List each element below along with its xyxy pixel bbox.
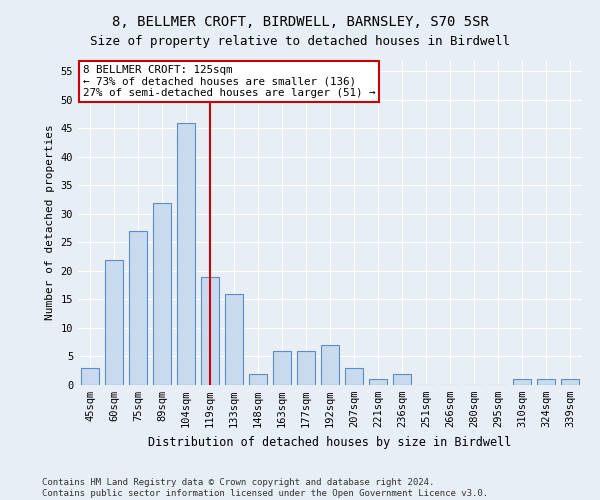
Bar <box>129 231 147 385</box>
Y-axis label: Number of detached properties: Number of detached properties <box>45 124 55 320</box>
Text: Size of property relative to detached houses in Birdwell: Size of property relative to detached ho… <box>90 35 510 48</box>
Bar <box>369 380 387 385</box>
Bar <box>81 368 99 385</box>
Bar <box>321 345 339 385</box>
Bar <box>561 380 579 385</box>
Bar <box>105 260 123 385</box>
Bar <box>393 374 411 385</box>
Bar <box>297 351 315 385</box>
Bar <box>249 374 267 385</box>
Bar <box>201 276 219 385</box>
Text: Contains HM Land Registry data © Crown copyright and database right 2024.
Contai: Contains HM Land Registry data © Crown c… <box>42 478 488 498</box>
Bar <box>273 351 291 385</box>
X-axis label: Distribution of detached houses by size in Birdwell: Distribution of detached houses by size … <box>148 436 512 448</box>
Bar <box>153 202 171 385</box>
Text: 8, BELLMER CROFT, BIRDWELL, BARNSLEY, S70 5SR: 8, BELLMER CROFT, BIRDWELL, BARNSLEY, S7… <box>112 15 488 29</box>
Bar <box>513 380 531 385</box>
Bar <box>225 294 243 385</box>
Bar <box>345 368 363 385</box>
Bar <box>537 380 555 385</box>
Bar <box>177 122 195 385</box>
Text: 8 BELLMER CROFT: 125sqm
← 73% of detached houses are smaller (136)
27% of semi-d: 8 BELLMER CROFT: 125sqm ← 73% of detache… <box>83 65 376 98</box>
